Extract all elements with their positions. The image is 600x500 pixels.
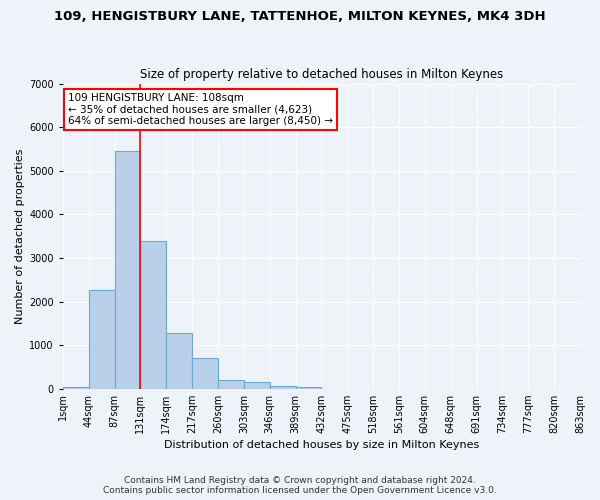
Y-axis label: Number of detached properties: Number of detached properties — [15, 148, 25, 324]
Bar — [244, 382, 269, 388]
Text: 109 HENGISTBURY LANE: 108sqm
← 35% of detached houses are smaller (4,623)
64% of: 109 HENGISTBURY LANE: 108sqm ← 35% of de… — [68, 92, 333, 126]
Text: 109, HENGISTBURY LANE, TATTENHOE, MILTON KEYNES, MK4 3DH: 109, HENGISTBURY LANE, TATTENHOE, MILTON… — [54, 10, 546, 23]
Bar — [218, 380, 244, 388]
Title: Size of property relative to detached houses in Milton Keynes: Size of property relative to detached ho… — [140, 68, 503, 81]
Bar — [140, 242, 166, 388]
X-axis label: Distribution of detached houses by size in Milton Keynes: Distribution of detached houses by size … — [164, 440, 479, 450]
Bar — [115, 151, 140, 388]
Bar — [192, 358, 218, 388]
Text: Contains HM Land Registry data © Crown copyright and database right 2024.
Contai: Contains HM Land Registry data © Crown c… — [103, 476, 497, 495]
Bar — [63, 386, 89, 388]
Bar — [166, 333, 192, 388]
Bar — [269, 386, 296, 388]
Bar — [296, 386, 322, 388]
Bar — [89, 290, 115, 388]
